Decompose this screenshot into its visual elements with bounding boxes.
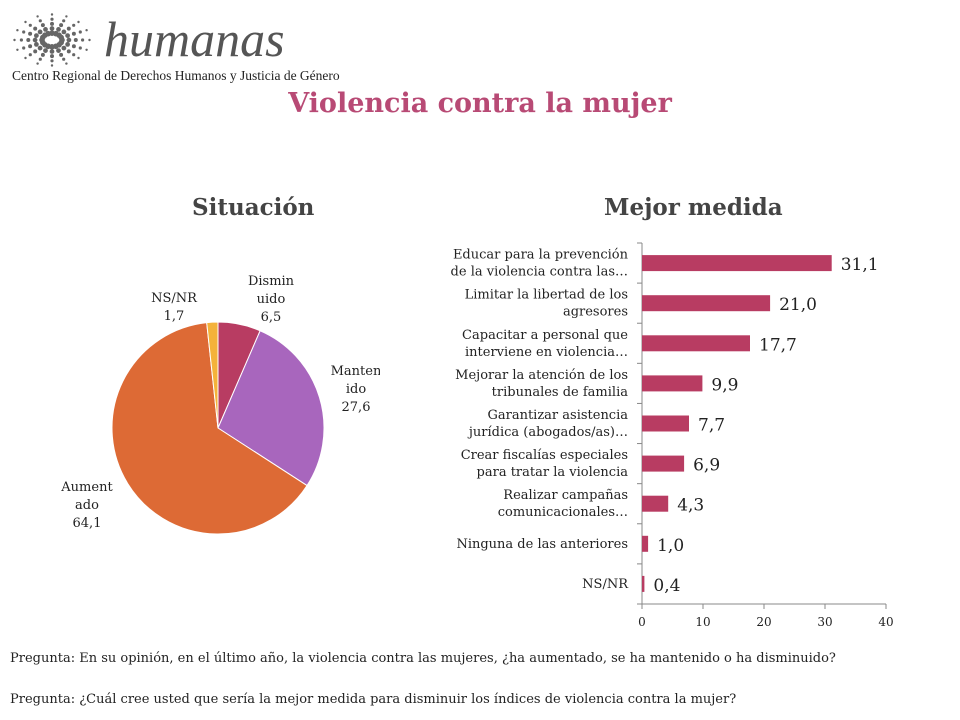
category-label: tribunales de familia [492,385,629,400]
bar [642,575,645,592]
bar-value-label: 17,7 [759,335,797,355]
question-2: Pregunta: ¿Cuál cree usted que sería la … [10,692,737,707]
x-tick-label: 30 [817,615,832,629]
logo-mark-icon [13,13,91,67]
bar-chart-title: Mejor medida [604,194,783,221]
bar-value-label: 4,3 [677,496,704,516]
category-label: Educar para la prevención [453,248,629,263]
category-label: de la violencia contra las… [451,265,628,280]
category-label: Crear fiscalías especiales [461,448,628,463]
category-label: NS/NR [582,577,629,592]
logo-name: humanas [104,11,285,67]
category-label: comunicacionales… [498,505,628,520]
category-label: jurídica (abogados/as)… [467,425,628,440]
bar [642,535,649,552]
pie-slice-label: Aument [60,480,113,495]
pie-chart: Dismin uido 6,5 Manten ido 27,6 Aument ado 64,1 N… [60,274,380,535]
pie-value-label: 1,7 [164,309,185,324]
bar [642,335,750,352]
category-label: agresores [563,305,628,320]
bar-value-label: 9,9 [711,375,738,395]
bar [642,455,685,472]
pie-slice-label: uido [257,292,286,307]
bar [642,295,771,312]
category-label: Limitar la libertad de los [465,288,628,303]
x-tick-label: 40 [878,615,893,629]
pie-slice [206,321,219,429]
category-label: Capacitar a personal que [462,328,628,343]
bar-value-label: 31,1 [841,255,879,275]
bar-value-label: 0,4 [653,576,680,596]
x-tick-label: 20 [756,615,771,629]
pie-slice-label: ido [346,382,366,397]
pie-value-label: 64,1 [73,516,102,531]
category-label: Mejorar la atención de los [455,368,628,383]
category-label: interviene en violencia… [465,345,628,360]
pie-slice-label: ado [75,498,99,513]
bar [642,375,703,392]
bar-chart: 0 10 20 30 40 31,1 Educar para la prevención de… [451,242,894,629]
bar-value-label: 6,9 [693,456,720,476]
pie-slice-label: Dismin [248,274,295,289]
pie-slice-label: NS/NR [151,291,198,306]
pie-slice-label: Manten [331,364,380,379]
pie-slice [111,322,308,535]
x-tick-label: 10 [695,615,710,629]
bar [642,415,689,432]
page-title: Violencia contra la mujer [288,88,672,119]
logo-subtitle: Centro Regional de Derechos Humanos y Ju… [12,68,340,83]
category-label: Ninguna de las anteriores [456,537,628,552]
bar-value-label: 1,0 [657,536,684,556]
pie-chart-title: Situación [192,194,315,221]
bar-value-label: 21,0 [779,295,817,315]
x-tick-label: 0 [638,615,646,629]
pie-value-label: 6,5 [261,310,282,325]
pie-slice [217,330,325,487]
logo: humanas Centro Regional de Derechos Huma… [6,6,340,90]
category-label: Garantizar asistencia [487,408,628,423]
bar [642,255,832,272]
bar-value-label: 7,7 [698,416,725,436]
category-label: para tratar la violencia [477,465,629,480]
pie-value-label: 27,6 [342,400,371,415]
bar [642,495,669,512]
question-1: Pregunta: En su opinión, en el último añ… [10,651,836,666]
category-label: Realizar campañas [503,488,628,503]
